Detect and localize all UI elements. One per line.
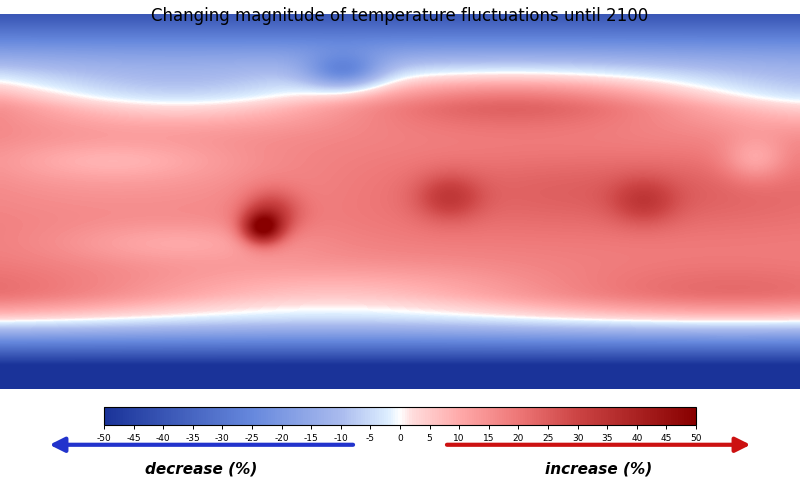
Text: decrease (%): decrease (%) — [145, 462, 258, 477]
Text: Changing magnitude of temperature fluctuations until 2100: Changing magnitude of temperature fluctu… — [151, 7, 649, 25]
Text: increase (%): increase (%) — [545, 462, 652, 477]
